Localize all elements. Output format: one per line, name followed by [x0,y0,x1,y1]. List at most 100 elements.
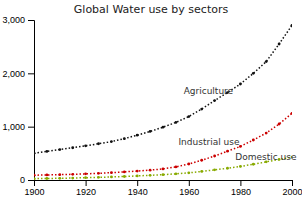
series-point [110,140,113,143]
series-point [265,60,268,63]
x-tick-label: 1980 [231,187,251,197]
series-point [213,168,216,171]
series-point [58,148,61,151]
y-tick-mark [28,180,34,181]
x-axis: 1900 1920 1940 1960 1980 2000 [24,180,302,197]
y-axis: 0 1,000 2,000 3,000 [2,15,34,185]
series-point [187,171,190,174]
series-line [34,113,292,175]
x-tick: 1980 [231,180,251,197]
x-axis-line [35,181,293,187]
annotation: Industrial use [178,137,239,147]
series-point [46,177,49,180]
series-point [58,173,61,176]
series-point [34,152,35,155]
x-tick: 1900 [24,180,44,197]
x-tick: 2000 [282,180,302,197]
annotations: Agriculture Industrial use Domestic use [178,86,296,162]
series-point [278,123,281,126]
y-tick-label: 3,000 [2,15,25,25]
y-tick: 3,000 [2,15,34,25]
series-point [175,172,178,175]
x-tick-mark [137,180,138,186]
series-point [187,163,190,166]
series-point [123,170,126,173]
series-point [71,146,74,149]
series-point [265,132,268,135]
series-point [162,173,165,176]
annotation: Domestic use [235,152,297,162]
series-point [278,43,281,46]
series-point [149,169,152,172]
y-tick: 1,000 [2,122,34,132]
series-point [226,167,229,170]
series-point [252,72,255,75]
x-tick-label: 1900 [24,187,44,197]
series-point [239,165,242,168]
series-point [175,166,178,169]
series-point [252,163,255,166]
chart: 1900 1920 1940 1960 1980 2000 0 1,000 2,000 3,000… [0,0,302,200]
series-point [46,174,49,177]
annotation: Agriculture [184,86,234,96]
x-tick-mark [189,180,190,186]
series-point [200,170,203,173]
series-line [34,25,292,153]
series-point [239,83,242,86]
series-point [110,176,113,179]
series-point [84,144,87,147]
plot-area: 1900 1920 1940 1960 1980 2000 0 1,000 2,000 3,000… [2,15,302,197]
series-point [110,171,113,174]
series-point [97,172,100,175]
series-point [84,176,87,179]
series-point [213,99,216,102]
series-point [97,142,100,145]
series-point [149,174,152,177]
series-point [200,108,203,111]
series-point [291,112,292,115]
y-tick-label: 1,000 [2,122,25,132]
series-point [136,175,139,178]
x-tick-mark [86,180,87,186]
y-tick-mark [28,127,34,128]
x-tick: 1960 [179,180,199,197]
x-tick: 1940 [128,180,148,197]
x-tick-mark [292,180,293,186]
x-tick-label: 1960 [179,187,199,197]
series-point [34,174,35,177]
x-tick-label: 2000 [282,187,302,197]
title: Global Water use by sectors [74,3,229,16]
series-point [136,134,139,137]
y-tick: 0 [20,175,34,185]
series-point [58,177,61,180]
series-point [46,150,49,153]
series-point [213,155,216,158]
series-point [97,176,100,179]
y-tick: 2,000 [2,69,34,79]
series-point [123,137,126,140]
x-tick: 1920 [76,180,96,197]
series-point [34,177,35,180]
series-point [149,130,152,133]
y-tick-label: 0 [20,175,25,185]
series-point [162,126,165,129]
series-point [291,24,292,27]
series-point [200,159,203,162]
series-point [187,115,190,118]
series-point [71,177,74,180]
x-tick-label: 1920 [76,187,96,197]
series-point [136,170,139,173]
x-tick-mark [240,180,241,186]
series-point [175,121,178,124]
series-point [252,139,255,142]
series-point [71,173,74,176]
series-point [226,150,229,153]
y-tick-mark [28,73,34,74]
series-point [84,172,87,175]
series-point [123,175,126,178]
y-tick-label: 2,000 [2,69,25,79]
y-axis-line [28,21,35,181]
x-tick-label: 1940 [128,187,148,197]
series-point [162,168,165,171]
y-tick-mark [28,20,34,21]
